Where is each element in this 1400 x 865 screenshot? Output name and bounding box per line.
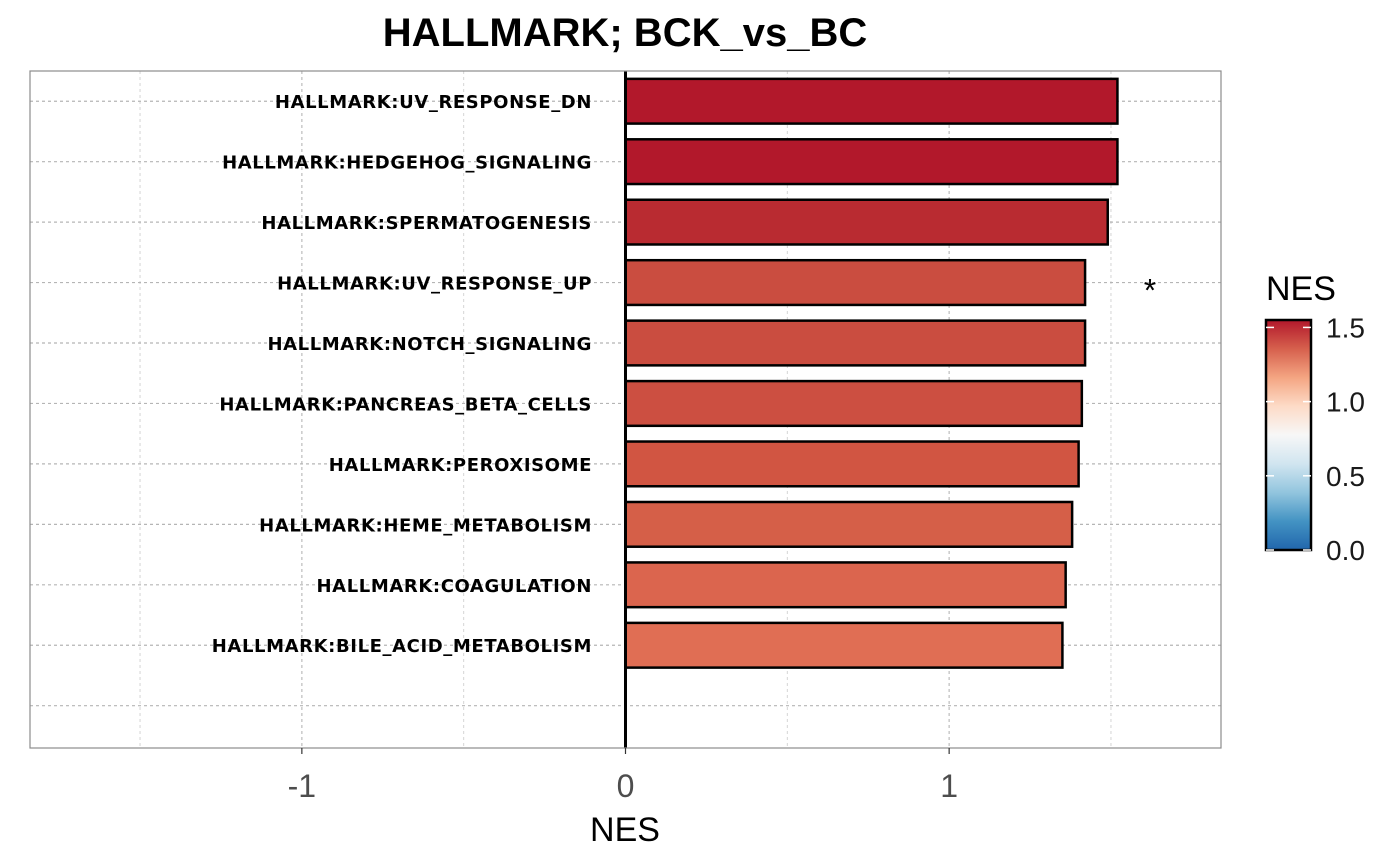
category-label: HALLMARK:BILE_ACID_METABOLISM (212, 636, 592, 657)
category-label: HALLMARK:UV_RESPONSE_UP (277, 274, 592, 295)
x-tick-label: 1 (940, 768, 958, 804)
category-label: HALLMARK:HEDGEHOG_SIGNALING (222, 153, 592, 174)
legend-colorbar (1264, 318, 1313, 552)
legend-title: NES (1266, 270, 1336, 308)
bar (624, 621, 1064, 669)
category-label: HALLMARK:PEROXISOME (329, 455, 592, 476)
category-label: HALLMARK:NOTCH_SIGNALING (267, 334, 592, 355)
significance-mark: * (1144, 273, 1156, 309)
bar (624, 319, 1087, 367)
bar (624, 138, 1119, 186)
chart-title: HALLMARK; BCK_vs_BC (383, 11, 867, 55)
category-label: HALLMARK:HEME_METABOLISM (259, 515, 592, 536)
x-tick-label: -1 (288, 768, 316, 804)
bar (624, 77, 1119, 125)
plot-area: HALLMARK:UV_RESPONSE_DN HALLMARK:HEDGEHOG… (29, 70, 1222, 804)
bar (624, 440, 1080, 488)
category-label: HALLMARK:SPERMATOGENESIS (261, 213, 592, 234)
bar (624, 561, 1067, 609)
legend-tick-label: 0.5 (1326, 461, 1365, 492)
category-label: HALLMARK:COAGULATION (317, 576, 592, 597)
category-label: HALLMARK:UV_RESPONSE_DN (275, 92, 592, 113)
legend-tick-label: 1.5 (1326, 312, 1365, 343)
x-tick-label: 0 (617, 768, 635, 804)
x-axis-title: NES (590, 811, 660, 849)
bar (624, 500, 1074, 548)
legend-tick-label: 0.0 (1326, 535, 1365, 566)
bar (624, 379, 1084, 428)
category-label: HALLMARK:PANCREAS_BETA_CELLS (219, 394, 592, 415)
color-legend: NES 1.5 1.0 0.5 0.0 (1264, 270, 1365, 566)
bar (624, 258, 1087, 307)
bar (624, 198, 1109, 246)
legend-tick-label: 1.0 (1326, 387, 1365, 418)
